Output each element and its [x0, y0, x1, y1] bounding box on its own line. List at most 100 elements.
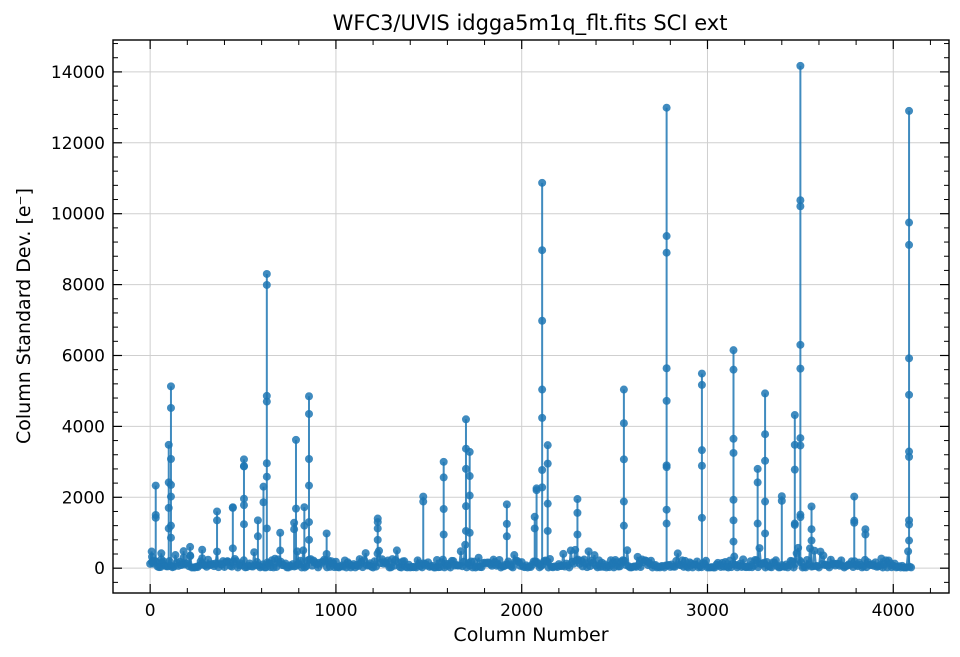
spike-point	[166, 455, 175, 464]
spike-point	[228, 503, 237, 512]
spike-point	[796, 196, 805, 205]
y-tick-label: 6000	[62, 346, 105, 366]
spike-point	[619, 521, 628, 530]
spike-point	[619, 497, 628, 506]
spike-point	[304, 392, 313, 401]
data-point	[584, 547, 593, 556]
spike-point	[538, 483, 547, 492]
spike-point	[259, 498, 268, 507]
data-point	[819, 551, 828, 560]
spike-point	[619, 455, 628, 464]
data-point	[171, 551, 180, 560]
data-marks	[146, 61, 916, 572]
axis-ticks: 0 1000 2000 3000 4000 0 2000 4000 6000 8000 10000 1…	[51, 40, 949, 621]
x-tick-label: 0	[145, 601, 156, 621]
spike-point	[538, 178, 547, 187]
data-point	[702, 556, 711, 565]
spike-point	[538, 316, 547, 325]
spike-point	[753, 519, 762, 528]
data-point	[250, 548, 259, 557]
spike-point	[662, 396, 671, 405]
spike-point	[538, 385, 547, 394]
spike-point	[753, 478, 762, 487]
spike-point	[262, 269, 271, 278]
spike-point	[905, 452, 914, 461]
spike-point	[276, 528, 285, 537]
data-point	[739, 555, 748, 564]
spike-point	[253, 532, 262, 541]
y-tick-label: 4000	[62, 417, 105, 437]
spike-point	[796, 202, 805, 211]
spike-point	[291, 435, 300, 444]
spike-point	[538, 413, 547, 422]
spike-point	[198, 554, 207, 563]
spike-point	[262, 524, 271, 533]
spike-point	[662, 463, 671, 472]
spike-point	[166, 403, 175, 412]
data-point	[299, 546, 308, 555]
spike-point	[573, 495, 582, 504]
spike-point	[157, 555, 166, 564]
spike-point	[573, 508, 582, 517]
spike-point	[905, 520, 914, 529]
y-tick-label: 0	[94, 559, 105, 579]
spike-point	[465, 491, 474, 500]
spike-point	[198, 545, 207, 554]
spike-point	[543, 499, 552, 508]
spike-point	[322, 550, 331, 559]
spike-point	[228, 544, 237, 553]
spike-point	[439, 473, 448, 482]
spike-point	[662, 364, 671, 373]
spike-point	[262, 459, 271, 468]
spike-point	[262, 472, 271, 481]
spike-point	[373, 535, 382, 544]
chart-title: WFC3/UVIS idgga5m1q_flt.fits SCI ext	[333, 11, 728, 36]
spike-point	[304, 455, 313, 464]
spike-point	[905, 354, 914, 363]
spike-point	[304, 409, 313, 418]
spike-point	[761, 529, 770, 538]
spike-point	[239, 501, 248, 510]
spike-point	[259, 482, 268, 491]
spike-point	[461, 464, 470, 473]
spike-point	[502, 532, 511, 541]
spike-point	[166, 521, 175, 530]
spike-point	[729, 516, 738, 525]
data-point	[474, 553, 483, 562]
y-axis-label: Column Standard Dev. [e⁻]	[13, 188, 35, 444]
spike-point	[502, 500, 511, 509]
spike-point	[619, 385, 628, 394]
y-tick-label: 12000	[51, 134, 105, 154]
spike-point	[461, 415, 470, 424]
spike-point	[905, 106, 914, 115]
spike-point	[439, 457, 448, 466]
x-axis-label: Column Number	[453, 624, 608, 646]
data-point	[590, 551, 599, 560]
data-point	[456, 547, 465, 556]
spike-point	[322, 529, 331, 538]
spike-point	[807, 502, 816, 511]
spike-point	[304, 518, 313, 527]
spike-point	[213, 507, 222, 516]
spike-point	[905, 240, 914, 249]
spike-point	[761, 389, 770, 398]
spike-point	[291, 504, 300, 513]
spike-point	[179, 553, 188, 562]
spike-point	[262, 280, 271, 289]
spike-point	[790, 411, 799, 420]
data-point	[623, 546, 632, 555]
spike-point	[761, 456, 770, 465]
spike-point	[157, 549, 166, 558]
y-tick-label: 2000	[62, 488, 105, 508]
spike-point	[697, 446, 706, 455]
spike-point	[905, 218, 914, 227]
spike-point	[761, 430, 770, 439]
data-point	[673, 549, 682, 558]
spike-point	[729, 365, 738, 374]
spike-point	[729, 434, 738, 443]
spike-point	[502, 519, 511, 528]
spike-point	[538, 465, 547, 474]
x-tick-label: 4000	[872, 601, 915, 621]
data-point	[392, 546, 401, 555]
